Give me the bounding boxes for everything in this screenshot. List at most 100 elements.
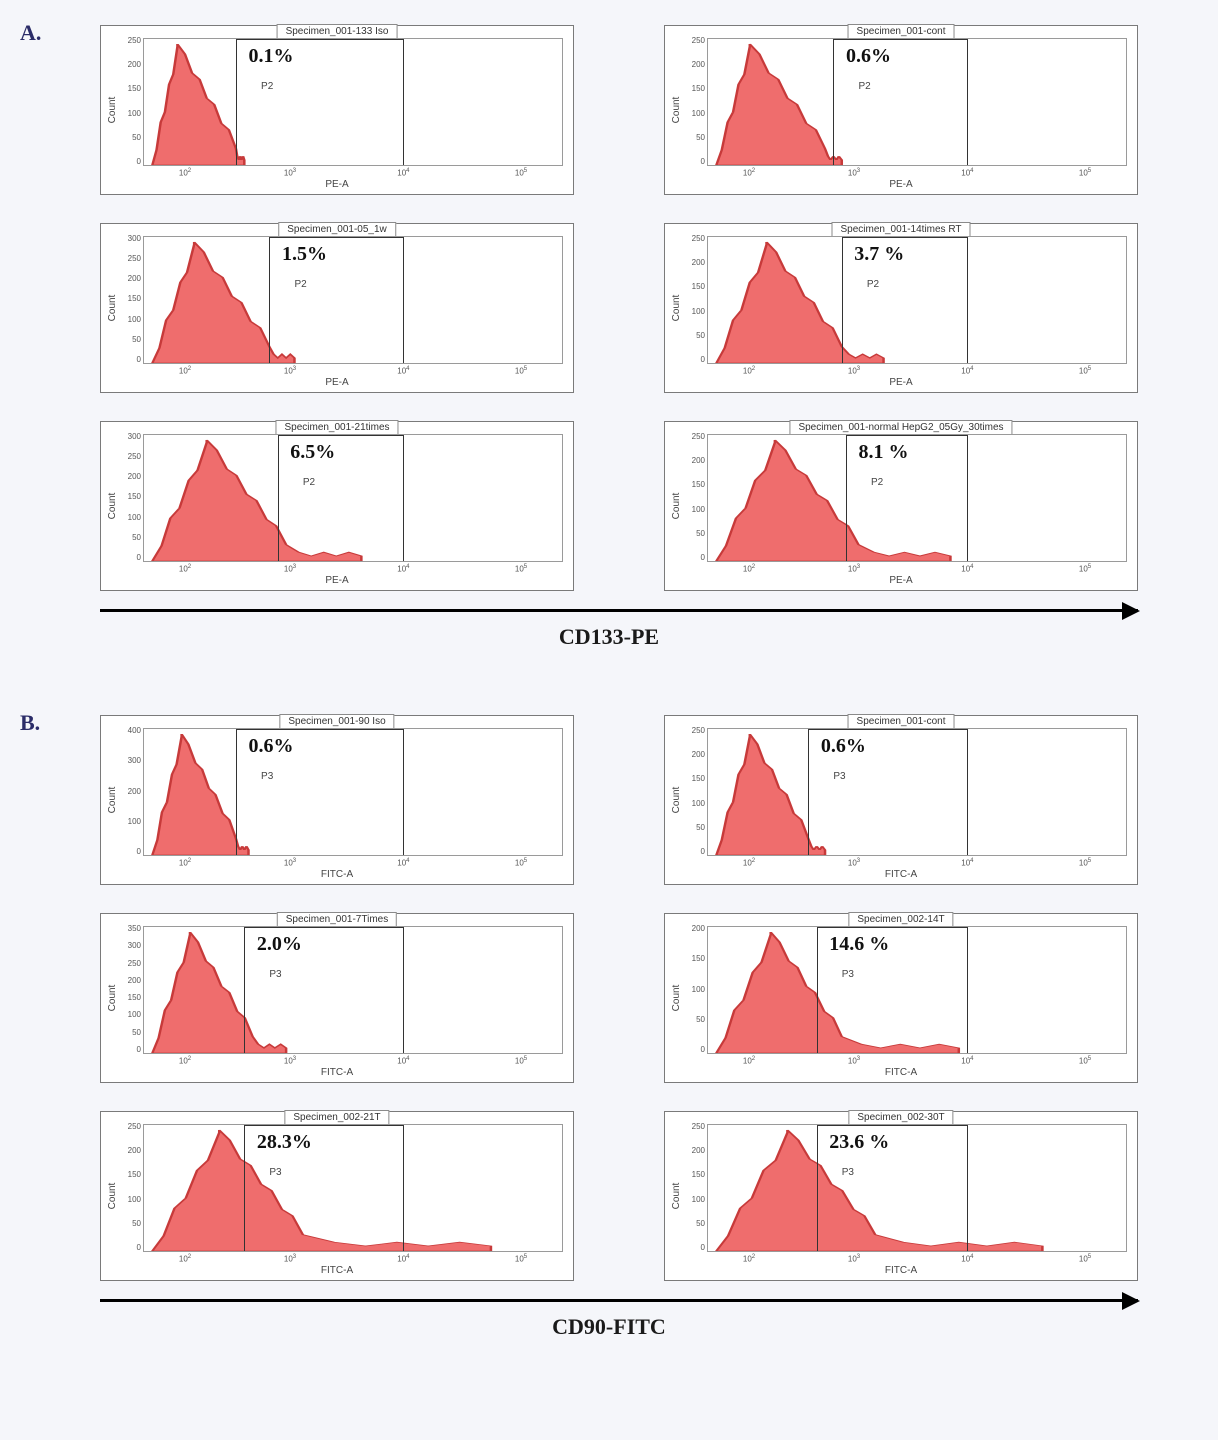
x-ticks: 102103104105 <box>143 858 563 868</box>
gate-percent: 0.6% <box>846 45 891 68</box>
x-tick: 104 <box>397 168 409 178</box>
plot-area: 14.6 % P3 <box>707 926 1127 1054</box>
x-axis-label: FITC-A <box>885 869 917 880</box>
x-tick: 103 <box>848 858 860 868</box>
histogram <box>144 237 562 363</box>
x-tick: 102 <box>179 1056 191 1066</box>
section-A: A. Specimen_001-133 Iso Count 2502001501… <box>30 20 1188 650</box>
plot-area: 1.5% P2 <box>143 236 563 364</box>
histogram <box>708 435 1126 561</box>
gate-percent: 6.5% <box>290 441 335 464</box>
x-tick: 105 <box>515 858 527 868</box>
x-tick: 103 <box>848 1254 860 1264</box>
gate-name: P2 <box>871 477 883 488</box>
x-tick: 105 <box>515 1056 527 1066</box>
gate-percent: 28.3% <box>257 1131 312 1154</box>
y-ticks: 250200150100500 <box>683 726 705 856</box>
y-ticks: 250200150100500 <box>683 234 705 364</box>
x-axis-label: FITC-A <box>885 1265 917 1276</box>
x-tick: 103 <box>848 168 860 178</box>
x-ticks: 102103104105 <box>707 1254 1127 1264</box>
x-ticks: 102103104105 <box>143 168 563 178</box>
y-ticks: 250200150100500 <box>119 36 141 166</box>
y-axis-label: Count <box>671 493 682 520</box>
specimen-label: Specimen_001-90 Iso <box>279 714 394 729</box>
x-axis-label: FITC-A <box>321 869 353 880</box>
x-tick: 103 <box>284 366 296 376</box>
flow-histogram-panel: Specimen_002-14T Count 200150100500 14.6… <box>664 913 1138 1083</box>
x-tick: 102 <box>743 1254 755 1264</box>
x-tick: 102 <box>743 1056 755 1066</box>
gate-percent: 1.5% <box>282 243 327 266</box>
flow-histogram-panel: Specimen_001-14times RT Count 2502001501… <box>664 223 1138 393</box>
axis-arrow <box>100 1291 1138 1309</box>
specimen-label: Specimen_002-21T <box>284 1110 389 1125</box>
gate-marker <box>244 1125 245 1251</box>
x-tick: 105 <box>1079 858 1091 868</box>
x-axis-label: PE-A <box>325 377 348 388</box>
x-tick: 104 <box>397 858 409 868</box>
section-label: A. <box>20 20 41 46</box>
histogram <box>144 729 562 855</box>
plot-area: 23.6 % P3 <box>707 1124 1127 1252</box>
x-tick: 104 <box>961 1254 973 1264</box>
x-tick: 103 <box>848 366 860 376</box>
y-axis-label: Count <box>671 787 682 814</box>
gate-name: P3 <box>269 969 281 980</box>
y-ticks: 250200150100500 <box>683 1122 705 1252</box>
y-ticks: 250200150100500 <box>683 432 705 562</box>
plot-area: 28.3% P3 <box>143 1124 563 1252</box>
flow-histogram-panel: Specimen_001-7Times Count 35030025020015… <box>100 913 574 1083</box>
specimen-label: Specimen_002-14T <box>848 912 953 927</box>
gate-top <box>833 39 967 40</box>
x-tick: 103 <box>848 1056 860 1066</box>
x-tick: 104 <box>397 1254 409 1264</box>
gate-percent: 8.1 % <box>858 441 908 464</box>
axis-title: CD133-PE <box>30 624 1188 650</box>
gate-percent: 2.0% <box>257 933 302 956</box>
histogram <box>708 729 1126 855</box>
x-tick: 105 <box>515 564 527 574</box>
flow-histogram-panel: Specimen_001-90 Iso Count 4003002001000 … <box>100 715 574 885</box>
gate-marker-end <box>403 1125 404 1251</box>
x-ticks: 102103104105 <box>143 1254 563 1264</box>
gate-name: P3 <box>269 1167 281 1178</box>
flow-histogram-panel: Specimen_002-30T Count 250200150100500 2… <box>664 1111 1138 1281</box>
plot-area: 8.1 % P2 <box>707 434 1127 562</box>
gate-marker <box>244 927 245 1053</box>
x-tick: 105 <box>1079 366 1091 376</box>
y-axis-label: Count <box>107 1183 118 1210</box>
specimen-label: Specimen_001-cont <box>848 714 955 729</box>
y-axis-label: Count <box>107 787 118 814</box>
x-tick: 105 <box>515 168 527 178</box>
histogram <box>708 39 1126 165</box>
gate-marker-end <box>403 237 404 363</box>
x-tick: 103 <box>284 1254 296 1264</box>
gate-top <box>846 435 967 436</box>
flow-histogram-panel: Specimen_001-21times Count 3002502001501… <box>100 421 574 591</box>
gate-marker <box>269 237 270 363</box>
x-axis-label: PE-A <box>889 575 912 586</box>
gate-top <box>244 1125 403 1126</box>
x-tick: 102 <box>179 564 191 574</box>
y-ticks: 300250200150100500 <box>119 432 141 562</box>
x-axis-label: PE-A <box>889 377 912 388</box>
y-axis-label: Count <box>671 97 682 124</box>
gate-name: P3 <box>261 771 273 782</box>
flow-histogram-panel: Specimen_001-cont Count 250200150100500 … <box>664 25 1138 195</box>
gate-top <box>236 39 403 40</box>
x-tick: 103 <box>284 1056 296 1066</box>
histogram <box>144 39 562 165</box>
x-tick: 104 <box>397 1056 409 1066</box>
histogram <box>144 1125 562 1251</box>
x-tick: 104 <box>961 858 973 868</box>
gate-marker <box>278 435 279 561</box>
plot-area: 0.1% P2 <box>143 38 563 166</box>
gate-top <box>842 237 967 238</box>
section-label: B. <box>20 710 40 736</box>
plot-area: 0.6% P2 <box>707 38 1127 166</box>
histogram <box>708 927 1126 1053</box>
gate-marker-end <box>403 729 404 855</box>
x-tick: 104 <box>961 564 973 574</box>
x-axis-label: PE-A <box>325 575 348 586</box>
